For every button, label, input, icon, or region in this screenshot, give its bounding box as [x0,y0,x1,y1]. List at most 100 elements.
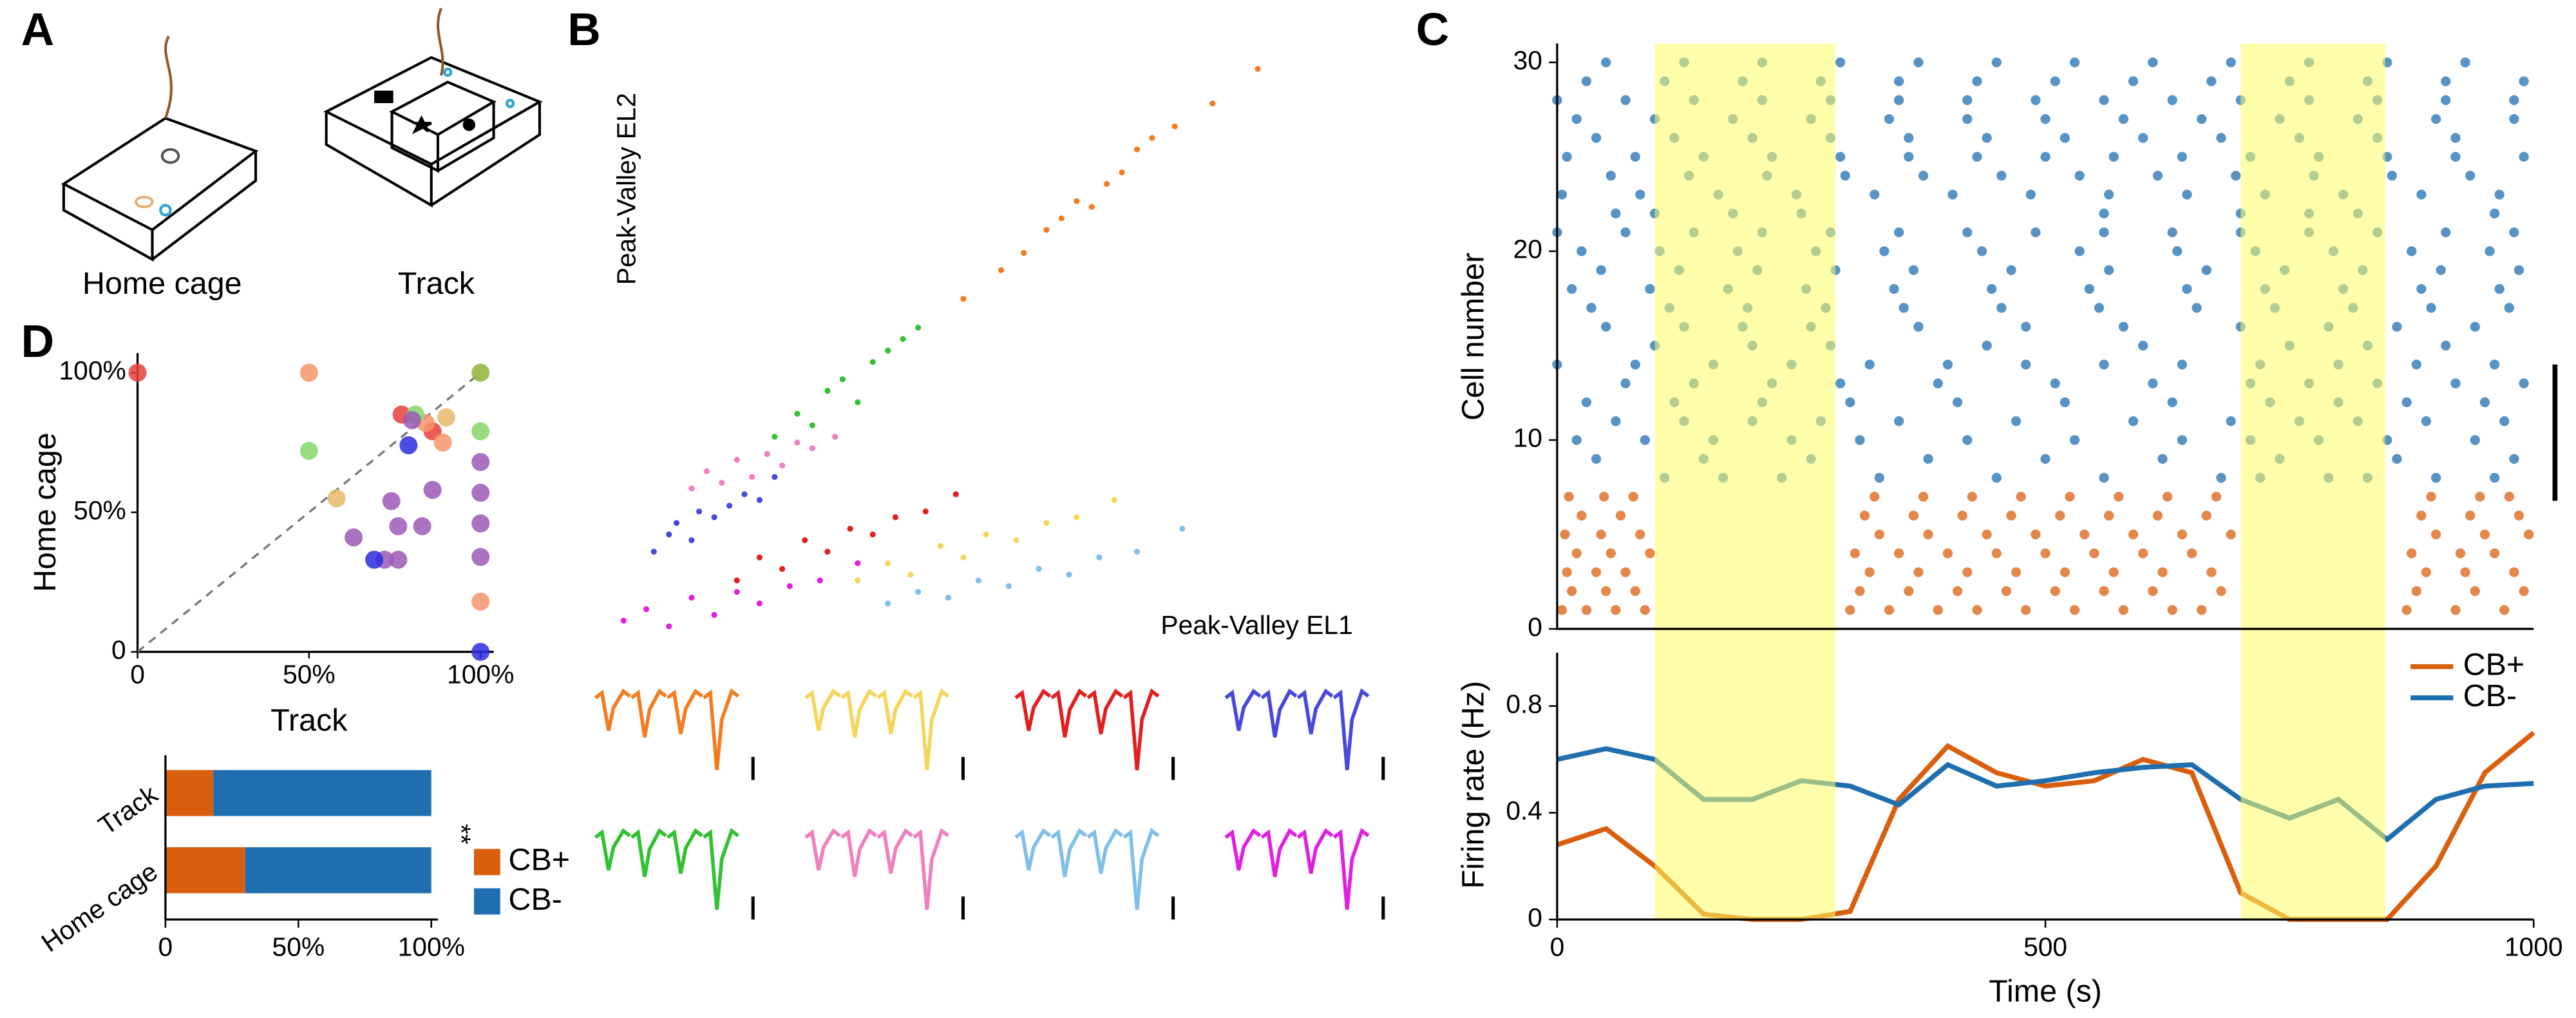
scatter-point [1074,198,1080,204]
home-cage-drawing [61,35,259,262]
legend-label: CB- [509,882,562,917]
spike [1923,529,1933,540]
scatter-point [802,537,808,544]
bar-segment [213,770,431,816]
spike [2450,151,2461,162]
spike [2167,605,2177,615]
x-axis-label: Peak-Valley EL1 [1160,610,1352,640]
spike [2182,189,2192,200]
highlight [2240,43,2385,654]
spike [1904,586,1914,597]
spike [2426,492,2436,502]
spike [2450,605,2461,615]
x-tick-label: 100% [398,932,465,962]
spike [2504,492,2514,502]
spike [2069,605,2080,615]
x-tick-label: 1000 [2505,932,2563,962]
spike [2099,95,2109,106]
x-tick-label: 0 [130,660,145,689]
spike [2177,529,2188,540]
spike [2226,529,2236,540]
spike [2167,227,2177,238]
spike [2226,57,2236,68]
spike [1615,510,1626,521]
waveform [913,827,950,910]
spike [2148,586,2158,597]
scatter-point [423,481,442,499]
spike [1591,133,1602,143]
spike [1923,454,1933,464]
y-axis-label: Peak-Valley EL2 [611,93,641,285]
scatter-point [402,411,421,430]
spike [1611,605,1621,615]
scatter-point [794,439,800,446]
y-tick-label: 50% [73,495,126,525]
spike [1845,605,1855,615]
spike [1557,189,1567,200]
scatter-point [1111,497,1117,503]
spike [2514,510,2524,521]
spike [2519,76,2529,86]
x-tick-label: 0 [1550,932,1565,962]
spike [1864,567,1875,577]
scatter-point [983,531,989,538]
spike [1577,510,1587,521]
scatter-point [1179,525,1186,532]
scatter-point [847,525,853,532]
spike [1893,76,1904,86]
spike [2450,133,2461,143]
waveform [1296,828,1334,874]
scatter-point [726,503,733,509]
scatter-point [772,474,778,480]
spike [2470,322,2480,332]
scatter-point [809,445,816,452]
spike [2519,378,2529,389]
spike [2006,510,2016,521]
spike [1586,303,1596,313]
spike [2509,114,2519,124]
spike [2479,529,2490,540]
spike [2050,378,2060,389]
scatter-point [1096,554,1103,561]
spike [1591,567,1602,577]
spike [2138,340,2148,351]
spike [2016,492,2026,502]
spike [2060,133,2070,143]
scatter-point [1171,123,1178,130]
spike [1596,529,1606,540]
x-tick-label: 50% [283,660,336,689]
spike [2441,227,2451,238]
y-tick-label: 0.8 [1506,689,1542,719]
waveform [667,688,703,735]
spike [2519,586,2529,597]
spike [2021,360,2031,370]
legend-label: CB- [2463,678,2517,713]
spike [1908,265,1919,275]
spike [2060,397,2070,407]
waveform [840,828,878,878]
legend-swatch [474,888,500,915]
spike [1567,283,1577,294]
category-label: Home cage [36,856,163,957]
spike [1845,397,1855,407]
bar-segment [245,847,431,894]
spike [2519,151,2529,162]
bar-segment [165,847,245,894]
spike [2470,435,2480,445]
spike [2441,76,2451,86]
spike [2118,605,2129,615]
scatter-point [952,491,959,497]
spike [2021,605,2031,615]
spike [2430,529,2441,540]
spike [2186,548,2197,559]
scatter-point [809,422,816,428]
spike [2441,95,2451,106]
spike [2509,567,2519,577]
scatter-point [327,489,346,508]
panel-label: C [1416,4,1450,55]
spike [1645,548,1655,559]
spike [1562,151,1572,162]
spike [1620,95,1631,106]
spike [1859,510,1870,521]
spike [2216,586,2226,597]
